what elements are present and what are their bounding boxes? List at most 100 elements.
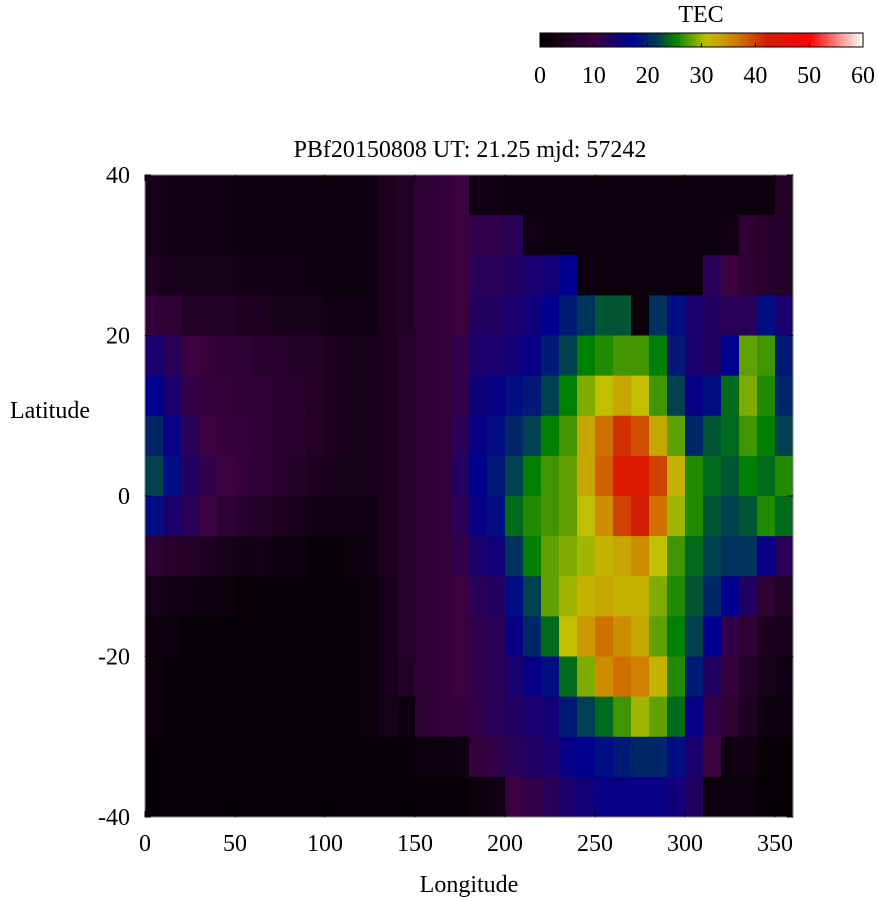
heatmap-cell [595,736,614,778]
heatmap-cell [181,215,200,256]
heatmap-cell [307,215,326,256]
heatmap-cell [343,736,362,778]
heatmap-cell [253,576,272,617]
heatmap-cell [289,776,308,818]
heatmap-cell [361,536,380,577]
heatmap-cell [217,776,236,818]
heatmap-cell [541,656,560,698]
heatmap-cell [649,736,668,778]
colorbar-tick-label: 60 [851,63,875,89]
heatmap-cell [235,295,254,336]
heatmap-cell [595,175,614,216]
heatmap-cell [739,375,758,417]
heatmap-cell [667,455,686,497]
heatmap-cell [757,255,776,296]
heatmap-cell [541,696,560,738]
heatmap-cell [685,455,704,497]
colorbar-swatch [779,33,783,47]
heatmap-cell [271,335,290,377]
heatmap-cell [595,255,614,296]
heatmap-cell [487,415,506,457]
heatmap-cell [163,736,182,778]
heatmap-cell [775,175,794,216]
heatmap-cell [217,576,236,617]
heatmap-cell [361,696,380,738]
heatmap-cell [199,576,218,617]
colorbar-swatch [814,33,818,47]
heatmap-cell [541,536,560,577]
heatmap-cell [415,656,434,698]
colorbar-swatch [763,33,767,47]
heatmap-cell [703,295,722,336]
heatmap-cell [469,496,488,537]
heatmap-cell [505,656,524,698]
heatmap-cell [685,536,704,577]
heatmap-cell [415,536,434,577]
heatmap-cell [505,335,524,377]
heatmap-cell [253,776,272,818]
heatmap-cell [505,255,524,296]
heatmap-cell [523,215,542,256]
heatmap-cell [613,616,632,657]
heatmap-cell [343,576,362,617]
heatmap-cell [343,375,362,417]
heatmap-cell [379,656,398,698]
heatmap-cell [505,736,524,778]
heatmap-cell [523,616,542,657]
heatmap-cell [595,656,614,698]
heatmap-cell [721,736,740,778]
heatmap-cell [469,776,488,818]
colorbar-swatch [793,33,797,47]
y-tick-label: 20 [106,324,130,350]
heatmap-cell [685,295,704,336]
heatmap-cell [415,496,434,537]
heatmap-cell [415,335,434,377]
heatmap-cell [235,696,254,738]
y-tick-label: 0 [118,484,130,510]
heatmap-cell [505,455,524,497]
heatmap-cell [289,496,308,537]
heatmap-cell [379,736,398,778]
heatmap-cell [523,375,542,417]
heatmap-cell [199,295,218,336]
colorbar-swatch [782,33,786,47]
colorbar-swatch [704,33,708,47]
heatmap-cell [523,335,542,377]
heatmap-cell [757,656,776,698]
heatmap-cell [469,696,488,738]
colorbar-swatch [747,33,751,47]
heatmap-cell [325,375,344,417]
heatmap-cell [145,255,164,296]
heatmap-cell [361,736,380,778]
heatmap-cell [253,696,272,738]
heatmap-cell [631,455,650,497]
colorbar-swatch [674,33,678,47]
heatmap-cell [217,496,236,537]
heatmap-cell [505,696,524,738]
heatmap-cell [739,175,758,216]
heatmap-cell [649,215,668,256]
heatmap-cell [559,455,578,497]
heatmap-cell [523,255,542,296]
colorbar-swatch [803,33,807,47]
heatmap-cell [577,295,596,336]
colorbar-swatch [784,33,789,47]
colorbar-tick-label: 10 [582,63,606,89]
heatmap-cell [577,656,596,698]
heatmap-cell [649,255,668,296]
heatmap-cell [685,496,704,537]
heatmap-cell [271,536,290,577]
heatmap-cell [361,616,380,657]
heatmap-cell [631,736,650,778]
heatmap-cell [397,255,416,296]
heatmap-cell [775,496,794,537]
heatmap-cell [577,375,596,417]
colorbar-swatch [653,33,657,47]
colorbar-swatch [725,33,729,47]
heatmap-cell [487,776,506,818]
heatmap-cell [667,215,686,256]
heatmap-cell [289,255,308,296]
colorbar-swatch [564,33,568,47]
heatmap-cell [559,175,578,216]
heatmap-cell [469,656,488,698]
